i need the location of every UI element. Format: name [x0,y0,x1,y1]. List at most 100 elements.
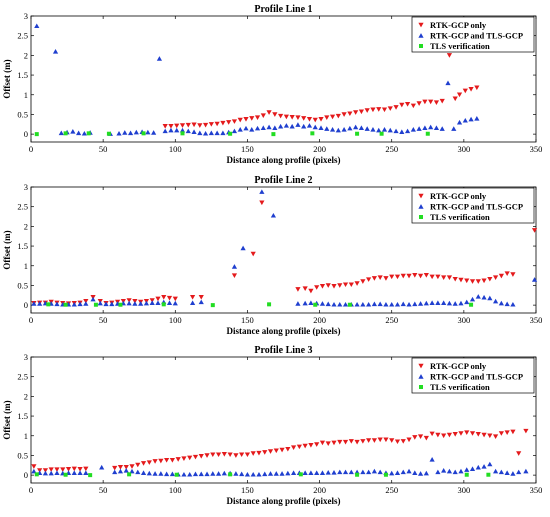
y-tick-label: 0 [24,300,28,310]
x-tick-label: 300 [457,485,470,495]
data-point [400,439,406,444]
x-tick-label: 0 [29,315,33,325]
x-tick-label: 200 [313,144,326,154]
y-tick-label: 0.5 [17,280,28,290]
data-point [319,470,326,475]
data-point [266,124,272,130]
data-point [452,276,458,282]
data-point [347,125,353,131]
data-point [146,460,152,465]
data-point [42,468,49,473]
y-tick-label: 2.5 [17,372,28,382]
data-point [202,130,209,136]
data-point [313,302,318,307]
legend-marker [419,385,423,389]
legend-box [411,187,535,224]
data-point [498,273,504,279]
data-point [486,472,491,477]
data-point [249,127,255,132]
x-tick-label: 250 [385,485,398,495]
data-point [348,282,354,288]
data-point [355,472,360,477]
data-point [63,472,68,477]
data-point [192,454,199,460]
data-point [278,113,284,119]
data-point [152,459,158,464]
data-point [425,131,430,136]
data-point [504,271,510,277]
data-point [210,303,215,308]
data-point [360,301,366,307]
data-point [215,471,222,476]
data-point [190,295,196,300]
data-point [441,300,447,305]
data-point [83,470,89,475]
data-point [329,127,336,132]
data-point [54,470,60,475]
data-point [152,471,158,476]
data-point [302,300,308,306]
data-point [133,129,139,135]
data-point [360,469,366,475]
data-point [210,452,216,458]
chart-panel-3: Profile Line 3 0 50 100 150 200 250 300 350 0 0.5 1… [2,345,542,506]
data-point [445,80,451,86]
data-point [237,127,243,132]
data-point [458,277,464,283]
data-point [233,471,239,476]
data-point [371,468,377,474]
legend-marker [418,374,424,379]
data-point [318,116,324,122]
data-point [366,277,372,282]
data-point [462,117,468,123]
data-point [187,455,193,461]
data-point [60,467,66,473]
data-point [371,301,377,307]
data-point [371,438,377,443]
data-point [354,281,360,286]
legend-label: TLS verification [430,382,490,392]
data-point [464,472,469,477]
data-point [389,470,395,476]
data-point [469,279,476,284]
data-point [127,130,134,136]
data-point [208,122,214,127]
y-tick-label: 2 [24,50,28,60]
x-tick-label: 300 [457,144,470,154]
data-point [88,473,93,478]
data-point [156,56,163,61]
data-point [250,251,256,257]
data-point [319,440,326,446]
data-point [531,228,538,233]
data-point [399,129,405,134]
data-point [493,275,499,280]
data-point [34,132,39,137]
data-point [342,439,349,445]
data-point [306,123,313,128]
data-point [383,472,388,477]
legend-marker [418,204,424,209]
data-point [138,301,144,306]
y-tick-label: 3 [24,11,28,21]
data-point [325,441,331,447]
data-point [360,279,366,284]
data-point [243,116,249,122]
data-point [262,450,268,455]
data-point [48,470,54,476]
data-point [116,130,122,136]
data-point [319,301,326,306]
data-point [279,447,285,453]
data-point [510,272,516,277]
data-point [179,123,186,128]
data-point [93,302,98,307]
data-point [429,274,435,280]
chart-panel-2: Profile Line 2 0 50 100 150 200 250 300 350 0 0.5 1… [2,175,542,336]
data-point [164,471,170,477]
data-point [481,464,487,469]
x-tick-label: 50 [99,144,108,154]
data-point [34,23,40,29]
data-point [446,300,453,306]
y-tick-label: 1.5 [17,70,28,80]
data-point [76,130,82,136]
